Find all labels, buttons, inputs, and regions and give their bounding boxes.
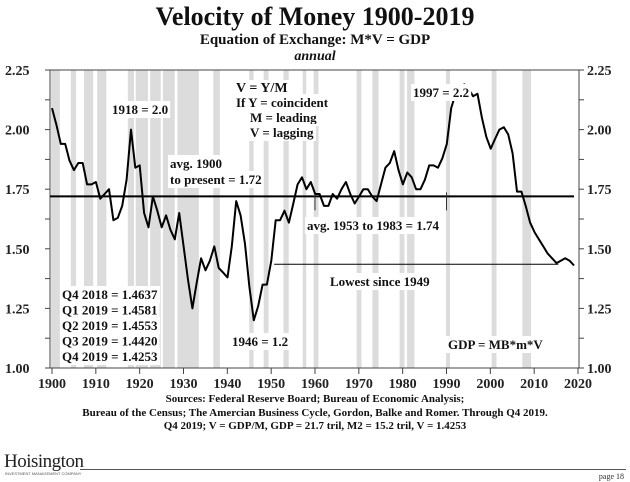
recession-band [83, 70, 94, 368]
page-number: page 18 [598, 472, 624, 481]
annotation-lowest-since-1949: Lowest since 1949 [330, 274, 430, 289]
sources-line-2: Bureau of the Census; The Amercian Busin… [82, 406, 548, 419]
x-tick-label: 1920 [126, 377, 154, 392]
identity-m-leading: M = leading [250, 110, 317, 125]
recession-band [97, 70, 107, 368]
y-tick-label-left: 2.25 [5, 64, 30, 79]
x-tick-label: 1910 [82, 377, 110, 392]
x-tick-label: 2010 [520, 377, 548, 392]
recession-band [263, 70, 269, 368]
x-tick-label: 2000 [476, 377, 504, 392]
annotation-avg-1953-1983-bg [305, 217, 442, 234]
recession-band [446, 70, 451, 368]
hoisington-logo: Hoisington [4, 451, 84, 472]
recession-band [213, 70, 220, 368]
y-tick-label-right: 1.25 [587, 302, 612, 317]
recession-band [51, 70, 60, 368]
quarterly-velocity-1-bg [60, 301, 160, 319]
identity-y-coincident-bg [234, 94, 331, 111]
x-tick-label: 1990 [433, 377, 461, 392]
logo-tagline: INVESTMENT MANAGEMENT COMPANY [5, 471, 82, 476]
annotation-avg-line-2: to present = 1.72 [170, 172, 262, 187]
y-tick-label-right: 2.25 [587, 64, 612, 79]
quarterly-velocity-1: Q1 2019 = 1.4581 [62, 303, 158, 318]
velocity-series-line [51, 83, 575, 322]
chart-subtitle: Equation of Exchange: M*V = GDP [199, 32, 431, 48]
annotations: 1918 = 2.0 1997 = 2.2 1946 = 1.2 avg. 1900t… [60, 80, 546, 365]
sources-line-3: Q4 2019; V = GDP/M, GDP = 21.7 tril, M2 … [163, 420, 467, 432]
recession-band [283, 70, 289, 368]
y-tick-label-right: 1.75 [587, 183, 612, 198]
x-tick-label: 1960 [301, 377, 329, 392]
x-tick-label: 1950 [257, 377, 285, 392]
annotation-avg-line-2-bg [168, 171, 264, 188]
y-tick-label-right: 2.00 [587, 124, 612, 139]
recession-band [150, 70, 161, 368]
quarterly-velocity-0-bg [60, 286, 161, 303]
annotation-1997-peak: 1997 = 2.2 [413, 85, 469, 100]
recession-band [302, 70, 307, 368]
velocity-chart: 1.00 1.00 1.25 1.25 1.50 1.50 1.75 1.75 2.00 2.00… [5, 64, 612, 392]
recession-band [177, 70, 199, 368]
x-tick-label: 1930 [170, 377, 198, 392]
footer-divider [80, 469, 626, 470]
x-tick-label: 1970 [345, 377, 373, 392]
recession-band [491, 70, 497, 368]
annotation-gdp-equation: GDP = MB*m*V [448, 337, 543, 352]
x-tick-label: 1980 [389, 377, 417, 392]
x-tick-label: 1940 [213, 377, 241, 392]
recession-band [522, 70, 532, 368]
chart-title: Velocity of Money 1900-2019 [155, 2, 475, 31]
chart-frequency: annual [294, 49, 336, 64]
axes: 1.00 1.00 1.25 1.25 1.50 1.50 1.75 1.75 2.00 2.00… [5, 64, 612, 392]
annotation-1997-peak-bg [411, 84, 472, 101]
quarterly-velocity-3: Q3 2019 = 1.4420 [62, 334, 158, 349]
annotation-1946-trough-bg [230, 333, 291, 350]
y-tick-label-right: 1.00 [587, 362, 612, 377]
annotation-1946-trough: 1946 = 1.2 [232, 334, 288, 349]
identity-y-coincident: If Y = coincident [236, 95, 329, 110]
recession-band [127, 70, 134, 368]
y-tick-label-right: 1.50 [587, 243, 612, 258]
annotation-gdp-equation-bg [446, 336, 546, 353]
identity-m-leading-bg [248, 109, 320, 126]
identity-v-equals-y-over-m-bg [234, 80, 290, 97]
y-tick-label-left: 1.75 [5, 183, 30, 198]
quarterly-velocity-0: Q4 2018 = 1.4637 [62, 287, 158, 302]
quarterly-velocity-2: Q2 2019 = 1.4553 [62, 318, 158, 333]
annotation-1918-peak-bg [110, 101, 171, 118]
quarterly-velocity-4: Q4 2019 = 1.4253 [62, 349, 158, 364]
sources-note: Sources: Federal Reserve Board; Bureau o… [0, 393, 630, 434]
annotation-avg-line-1: avg. 1900 [170, 156, 222, 171]
identity-v-equals-y-over-m: V = Y/M [236, 81, 288, 96]
identity-v-lagging-bg [248, 124, 317, 141]
quarterly-velocity-2-bg [60, 317, 161, 334]
y-tick-label-left: 1.00 [5, 362, 30, 377]
sources-line-1: Sources: Federal Reserve Board; Bureau o… [165, 393, 465, 405]
series-layer [51, 83, 575, 322]
identity-v-lagging: V = lagging [250, 125, 314, 140]
recession-band [70, 70, 77, 368]
reference-lines [50, 192, 574, 265]
recession-band [162, 70, 175, 368]
quarterly-velocity-3-bg [60, 332, 160, 350]
annotation-avg-1953-1983: avg. 1953 to 1983 = 1.74 [307, 218, 439, 233]
x-tick-label: 2020 [564, 377, 592, 392]
recession-band [249, 70, 254, 368]
y-tick-label-left: 1.50 [5, 243, 30, 258]
y-tick-label-left: 2.00 [5, 124, 30, 139]
y-tick-label-left: 1.25 [5, 302, 30, 317]
annotation-1918-peak: 1918 = 2.0 [112, 102, 168, 117]
annotation-lowest-since-1949-bg [328, 273, 433, 290]
quarterly-velocity-4-bg [60, 348, 161, 365]
annotation-avg-line-1-bg [168, 155, 224, 172]
x-tick-label: 1900 [38, 377, 66, 392]
